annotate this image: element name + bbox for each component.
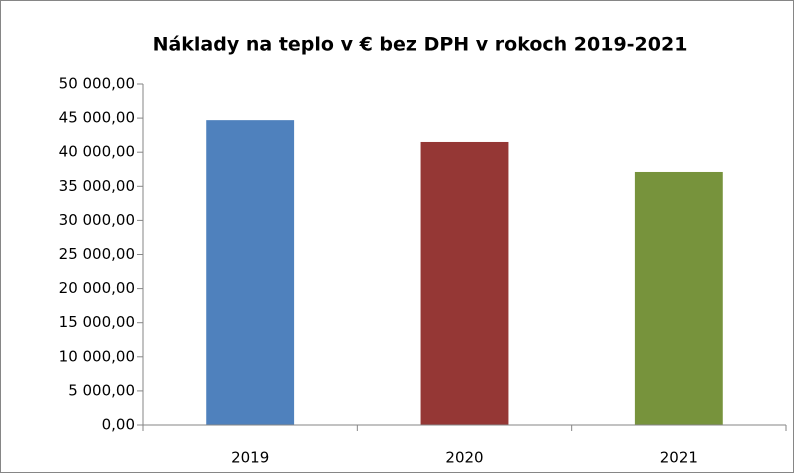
bar bbox=[206, 120, 295, 426]
y-tick-label: 25 000,00 bbox=[59, 245, 135, 263]
chart-title: Náklady na teplo v € bez DPH v rokoch 20… bbox=[153, 34, 688, 56]
x-tick-label: 2020 bbox=[445, 449, 483, 467]
y-tick-label: 0,00 bbox=[102, 416, 135, 434]
y-tick-label: 45 000,00 bbox=[59, 109, 135, 127]
x-tick-label: 2019 bbox=[231, 449, 269, 467]
y-tick-label: 15 000,00 bbox=[59, 313, 135, 331]
bar bbox=[634, 171, 723, 425]
y-tick-label: 30 000,00 bbox=[59, 211, 135, 229]
y-tick-label: 35 000,00 bbox=[59, 177, 135, 195]
y-tick-label: 5 000,00 bbox=[68, 381, 135, 399]
x-tick-label: 2021 bbox=[660, 449, 698, 467]
y-tick-label: 10 000,00 bbox=[59, 347, 135, 365]
y-tick-label: 20 000,00 bbox=[59, 279, 135, 297]
bar bbox=[420, 141, 509, 425]
y-tick-label: 40 000,00 bbox=[59, 143, 135, 161]
y-tick-label: 50 000,00 bbox=[59, 75, 135, 93]
